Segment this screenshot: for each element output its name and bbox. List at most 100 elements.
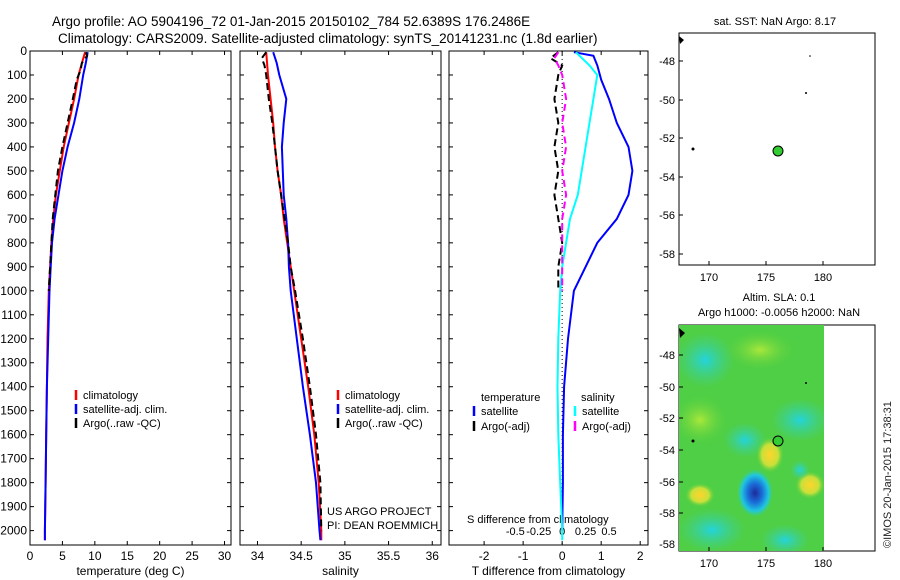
s-tick-label: 0.5 bbox=[601, 526, 616, 538]
annotation-text: US ARGO PROJECT bbox=[327, 506, 432, 518]
y-tick-label: 1400 bbox=[0, 380, 27, 394]
sst-island-dot bbox=[809, 55, 811, 57]
difference-panel: -2 -1 0 1 2 T difference from climatology -0.5… bbox=[448, 50, 649, 578]
series-line-temperature-argo-adj- bbox=[548, 51, 564, 291]
sla-map-ticks: -48 -50 -52 -54 -56 -58 170 175 180 -58 bbox=[659, 350, 832, 570]
y-tick-label: 1800 bbox=[0, 476, 27, 490]
y-tick-label: 1300 bbox=[0, 356, 27, 370]
y-tick-label: 1900 bbox=[0, 500, 27, 514]
x-tick-label: 36 bbox=[426, 549, 440, 563]
x-tick-label: 10 bbox=[88, 549, 102, 563]
figure-title-line2: Climatology: CARS2009. Satellite-adjuste… bbox=[58, 31, 598, 46]
y-tick-label: 1200 bbox=[0, 332, 27, 346]
x-tick-label: 35 bbox=[338, 549, 352, 563]
sla-field bbox=[679, 325, 824, 551]
map-y-tick-label: -52 bbox=[659, 413, 675, 425]
map-y-tick-label: -58 bbox=[659, 249, 675, 261]
x-tick-label: 0 bbox=[559, 549, 566, 563]
legend-label: satellite bbox=[481, 406, 518, 418]
x-axis-label: T difference from climatology bbox=[472, 564, 626, 578]
y-tick-label: 1500 bbox=[0, 404, 27, 418]
sst-coast-mark bbox=[679, 36, 684, 44]
legend-label: climatology bbox=[83, 390, 139, 402]
x-tick-label: 34.5 bbox=[289, 549, 313, 563]
x-tick-label: 5 bbox=[59, 549, 66, 563]
salinity-panel: 34 34.5 35 35.5 36 salinity climatology satelli… bbox=[239, 50, 442, 578]
s-tick-label: -0.25 bbox=[526, 526, 551, 538]
y-tick-label: 1100 bbox=[1, 308, 27, 322]
sla-map-title-line2: Argo h1000: -0.0056 h2000: NaN bbox=[698, 307, 860, 319]
x-tick-label: 25 bbox=[185, 549, 199, 563]
map-x-tick-label: 175 bbox=[757, 558, 775, 570]
x-tick-label: 1 bbox=[598, 549, 605, 563]
map-y-tick-label: -54 bbox=[659, 445, 675, 457]
s-axis-label: S difference from climatology bbox=[467, 514, 609, 526]
map-x-tick-label: 170 bbox=[700, 272, 718, 284]
sla-island-dot bbox=[805, 382, 807, 384]
temperature-panel: 0100200300400500600700800900100011001200… bbox=[0, 44, 231, 578]
y-tick-label: 700 bbox=[7, 212, 27, 226]
x-tick-label: 0 bbox=[27, 549, 34, 563]
map-y-tick-label: -50 bbox=[659, 382, 675, 394]
s-tick-label: -0.5 bbox=[506, 526, 525, 538]
map-x-tick-label: 175 bbox=[757, 272, 775, 284]
sst-island-dot bbox=[805, 92, 807, 94]
y-tick-label: 500 bbox=[7, 164, 27, 178]
sst-argo-marker bbox=[772, 145, 784, 157]
y-tick-label: 1700 bbox=[0, 452, 27, 466]
sst-island-dot bbox=[691, 147, 695, 151]
annotation-text: PI: DEAN ROEMMICH bbox=[327, 520, 438, 532]
map-y-tick-label: -50 bbox=[659, 95, 675, 107]
map-y-tick-label: -48 bbox=[659, 350, 675, 362]
x-tick-label: 15 bbox=[121, 549, 135, 563]
x-axis-label: temperature (deg C) bbox=[76, 564, 184, 578]
sst-map-ticks: -48 -50 -52 -54 -56 -58 170 175 180 bbox=[659, 56, 832, 284]
y-tick-label: 2000 bbox=[0, 524, 27, 538]
sla-island-dot bbox=[691, 439, 695, 443]
plot-frame bbox=[239, 50, 442, 546]
map-y-tick-label: -58 bbox=[659, 508, 675, 520]
y-tick-label: 400 bbox=[7, 140, 27, 154]
sst-map-title: sat. SST: NaN Argo: 8.17 bbox=[714, 16, 836, 28]
x-axis-label: salinity bbox=[322, 564, 359, 578]
x-tick-label: -2 bbox=[479, 549, 490, 563]
plot-frame bbox=[448, 50, 649, 546]
y-tick-label: 100 bbox=[7, 68, 27, 82]
legend-label: satellite-adj. clim. bbox=[345, 404, 429, 416]
series-line-temperature-satellite bbox=[561, 51, 634, 531]
imos-watermark: ©IMOS 20-Jan-2015 17:38:31 bbox=[882, 401, 894, 548]
y-tick-label: 0 bbox=[20, 44, 27, 58]
map-x-tick-label: 180 bbox=[814, 558, 832, 570]
map-y-tick-label: -48 bbox=[659, 56, 675, 68]
x-tick-label: -1 bbox=[518, 549, 529, 563]
figure-title-line1: Argo profile: AO 5904196_72 01-Jan-2015 … bbox=[52, 14, 530, 29]
plot-frame bbox=[29, 50, 232, 546]
legend-label: Argo(-adj) bbox=[582, 421, 631, 433]
x-tick-label: 20 bbox=[153, 549, 167, 563]
y-tick-label: 1000 bbox=[0, 284, 27, 298]
x-tick-label: 2 bbox=[637, 549, 644, 563]
sla-argo-marker bbox=[772, 435, 784, 447]
map-y-tick-label: -58 bbox=[659, 539, 675, 551]
x-tick-label: 34 bbox=[251, 549, 265, 563]
y-tick-label: 300 bbox=[7, 116, 27, 130]
legend-label: Argo(..raw -QC) bbox=[345, 418, 423, 430]
map-x-tick-label: 170 bbox=[700, 558, 718, 570]
y-tick-label: 900 bbox=[7, 260, 27, 274]
series-line-satellite-adj-clim- bbox=[43, 52, 89, 541]
series-line-argo-raw-qc- bbox=[47, 51, 89, 291]
sla-map-title-line1: Altim. SLA: 0.1 bbox=[743, 292, 816, 304]
map-y-tick-label: -52 bbox=[659, 133, 675, 145]
sla-coast-mark bbox=[679, 328, 685, 338]
sla-map-panel: Altim. SLA: 0.1 Argo h1000: -0.0056 h200… bbox=[659, 292, 894, 570]
legend-label: Argo(-adj) bbox=[481, 421, 530, 433]
series-line-salinity-argo-adj- bbox=[553, 51, 568, 291]
legend-label: Argo(..raw -QC) bbox=[83, 418, 161, 430]
x-tick-label: 35.5 bbox=[377, 549, 401, 563]
map-y-tick-label: -56 bbox=[659, 210, 675, 222]
y-tick-label: 800 bbox=[7, 236, 27, 250]
legend-label: satellite bbox=[582, 406, 619, 418]
legend-header: temperature bbox=[481, 392, 540, 404]
sst-map-panel: sat. SST: NaN Argo: 8.17 -48 -50 -52 -54 -56… bbox=[659, 16, 876, 284]
